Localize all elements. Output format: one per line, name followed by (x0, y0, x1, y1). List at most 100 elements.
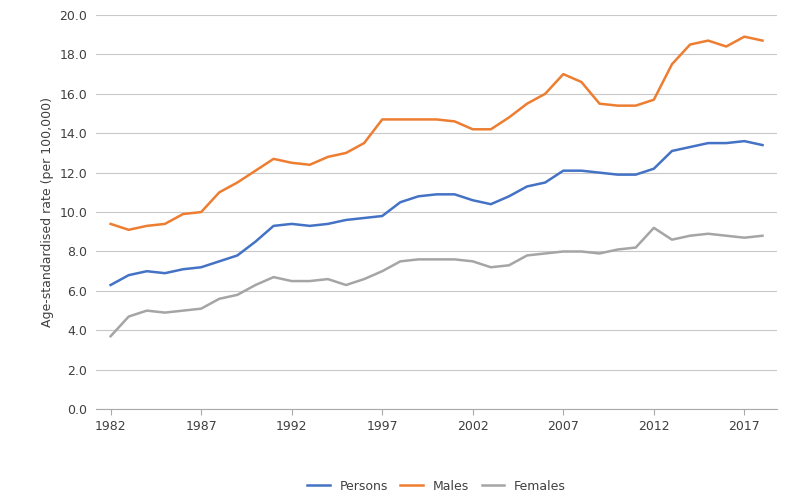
Females (215, 296, 224, 302)
Persons (685, 144, 694, 150)
Persons (613, 172, 622, 178)
Females (649, 225, 658, 231)
Males (142, 223, 151, 229)
Males (685, 41, 694, 47)
Y-axis label: Age-standardised rate (per 100,000): Age-standardised rate (per 100,000) (41, 97, 54, 327)
Females (722, 233, 731, 239)
Persons (649, 166, 658, 172)
Females (413, 256, 423, 262)
Persons (377, 213, 387, 219)
Females (613, 247, 622, 252)
Females (305, 278, 315, 284)
Females (450, 256, 460, 262)
Persons (504, 193, 513, 199)
Persons (160, 270, 170, 276)
Persons (305, 223, 315, 229)
Males (196, 209, 206, 215)
Persons (541, 180, 550, 186)
Males (124, 227, 134, 233)
Females (703, 231, 713, 237)
Line: Females: Females (111, 228, 763, 336)
Females (106, 333, 115, 339)
Persons (667, 148, 677, 154)
Males (269, 156, 279, 162)
Persons (468, 197, 477, 203)
Males (232, 180, 242, 186)
Females (160, 309, 170, 315)
Males (323, 154, 332, 160)
Persons (124, 272, 134, 278)
Males (722, 43, 731, 49)
Females (377, 268, 387, 274)
Females (142, 307, 151, 314)
Females (179, 307, 188, 314)
Females (360, 276, 369, 282)
Persons (196, 264, 206, 270)
Females (287, 278, 296, 284)
Females (577, 249, 586, 254)
Females (739, 235, 749, 241)
Males (432, 116, 441, 122)
Females (196, 306, 206, 312)
Females (504, 262, 513, 268)
Males (758, 37, 767, 43)
Males (577, 79, 586, 85)
Males (504, 114, 513, 120)
Persons (142, 268, 151, 274)
Females (432, 256, 441, 262)
Females (124, 313, 134, 319)
Males (106, 221, 115, 227)
Persons (106, 282, 115, 288)
Males (739, 33, 749, 39)
Females (594, 250, 604, 256)
Females (232, 292, 242, 298)
Males (468, 126, 477, 132)
Persons (577, 168, 586, 174)
Males (631, 103, 641, 109)
Persons (232, 252, 242, 258)
Males (594, 101, 604, 107)
Females (541, 250, 550, 256)
Persons (179, 266, 188, 272)
Males (450, 118, 460, 124)
Males (305, 162, 315, 168)
Persons (486, 201, 496, 207)
Males (287, 160, 296, 166)
Legend: Persons, Males, Females: Persons, Males, Females (302, 475, 571, 498)
Line: Males: Males (111, 36, 763, 230)
Males (522, 101, 532, 107)
Females (631, 245, 641, 250)
Females (522, 252, 532, 258)
Males (179, 211, 188, 217)
Males (558, 71, 568, 77)
Females (396, 258, 405, 264)
Males (413, 116, 423, 122)
Females (468, 258, 477, 264)
Females (269, 274, 279, 280)
Females (667, 237, 677, 243)
Persons (594, 170, 604, 176)
Line: Persons: Persons (111, 141, 763, 285)
Persons (758, 142, 767, 148)
Persons (558, 168, 568, 174)
Males (649, 97, 658, 103)
Males (360, 140, 369, 146)
Males (396, 116, 405, 122)
Persons (739, 138, 749, 144)
Persons (522, 184, 532, 190)
Males (486, 126, 496, 132)
Persons (323, 221, 332, 227)
Persons (251, 239, 260, 245)
Females (758, 233, 767, 239)
Females (251, 282, 260, 288)
Persons (215, 258, 224, 264)
Persons (722, 140, 731, 146)
Females (486, 264, 496, 270)
Females (558, 249, 568, 254)
Persons (631, 172, 641, 178)
Persons (341, 217, 351, 223)
Persons (413, 193, 423, 199)
Males (703, 37, 713, 43)
Persons (287, 221, 296, 227)
Persons (450, 191, 460, 197)
